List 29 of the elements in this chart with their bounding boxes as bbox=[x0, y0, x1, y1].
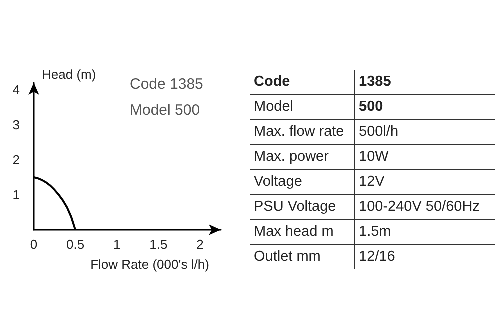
y-axis-title: Head (m) bbox=[42, 67, 96, 82]
y-tick-label: 3 bbox=[12, 118, 20, 132]
text: 500l/h bbox=[354, 120, 495, 144]
y-tick-label: 2 bbox=[12, 152, 20, 168]
text: 1.5m bbox=[354, 220, 495, 244]
annotation: Model 500 bbox=[130, 102, 200, 119]
text: Outlet mm bbox=[250, 244, 354, 269]
text: 12/16 bbox=[358, 248, 396, 267]
text: Max. flow rate bbox=[250, 120, 354, 144]
x-axis-title: Flow Rate (000's l/h) bbox=[90, 257, 210, 272]
y-tick-label: 1 bbox=[12, 188, 20, 202]
text: PSU Voltage bbox=[250, 194, 354, 220]
y-tick-label: 4 bbox=[12, 82, 20, 98]
x-tick-label: 1.5 bbox=[150, 237, 168, 252]
annotation: Code 1385 bbox=[130, 76, 204, 93]
text: Code bbox=[250, 70, 354, 94]
text: 1385 bbox=[354, 70, 495, 94]
x-tick-label: 2 bbox=[196, 237, 204, 252]
text: Model bbox=[250, 94, 354, 120]
text: Voltage bbox=[250, 170, 354, 194]
text: Max head m bbox=[250, 220, 354, 244]
text: Max. power bbox=[250, 144, 354, 170]
text: 100-240V 50/60Hz bbox=[354, 194, 495, 220]
text: 500 bbox=[354, 94, 495, 120]
text: 12V bbox=[354, 170, 495, 194]
x-tick-label: 0.5 bbox=[66, 237, 85, 252]
text: 10W bbox=[354, 144, 495, 170]
x-tick-label: 0 bbox=[30, 237, 38, 252]
x-tick-label: 1 bbox=[113, 237, 121, 252]
